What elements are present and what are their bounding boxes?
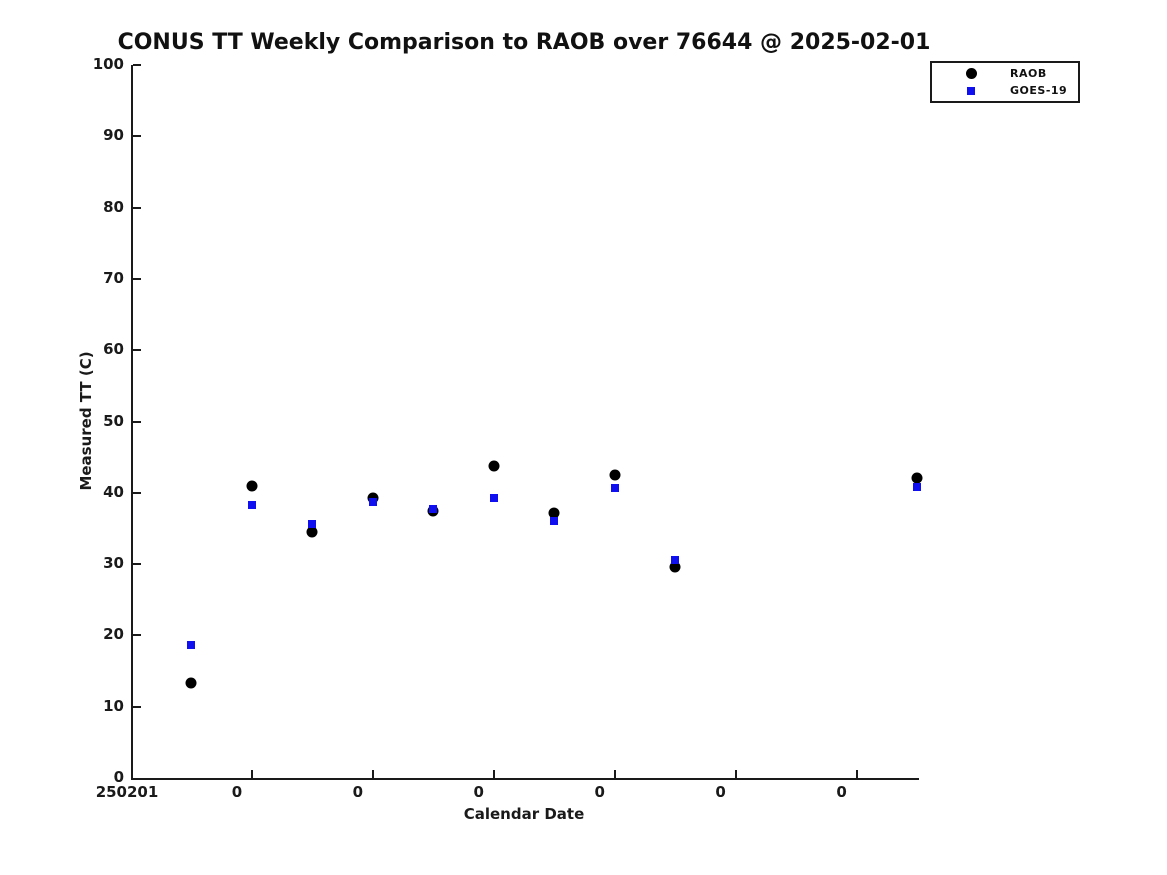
y-tick	[133, 64, 141, 66]
y-tick	[133, 563, 141, 566]
data-point-raob	[246, 480, 258, 492]
y-tick	[133, 277, 141, 280]
y-tick-label: 100	[92, 55, 124, 73]
y-axis-line	[131, 65, 133, 780]
legend-item-goes-19: GOES-19	[932, 84, 1078, 97]
x-tick-label: 0	[715, 783, 726, 801]
y-tick	[133, 206, 141, 209]
y-tick-label: 90	[103, 126, 124, 145]
x-tick	[492, 770, 495, 778]
plot-area	[131, 64, 923, 780]
data-point-goes-19	[247, 500, 256, 509]
data-point-goes-19	[913, 483, 921, 492]
data-point-raob	[548, 507, 560, 519]
data-point-raob	[609, 469, 621, 481]
data-point-raob	[669, 561, 681, 573]
x-tick-label: 0	[231, 783, 243, 801]
y-tick-label: 70	[103, 268, 124, 287]
y-tick-label: 50	[103, 411, 124, 430]
data-point-goes-19	[429, 505, 438, 514]
y-tick	[133, 420, 141, 423]
legend-label-raob: RAOB	[1010, 67, 1047, 80]
y-tick-label: 60	[103, 340, 124, 359]
legend-item-raob: RAOB	[932, 67, 1078, 80]
y-tick-label: 20	[103, 625, 124, 644]
y-tick-label: 10	[103, 696, 124, 715]
y-tick-label: 30	[103, 554, 124, 573]
data-point-raob	[185, 677, 197, 689]
y-tick	[133, 349, 141, 352]
y-tick-label: 80	[103, 197, 124, 216]
y-axis-title: Measured TT (C)	[77, 351, 95, 491]
x-tick-label: 0	[836, 783, 847, 801]
x-tick	[613, 770, 616, 778]
x-tick	[371, 770, 374, 778]
data-point-raob	[911, 472, 923, 484]
y-tick-label: 0	[113, 768, 124, 786]
y-tick	[133, 491, 141, 494]
data-point-goes-19	[308, 520, 317, 529]
x-origin-label: 250201	[95, 783, 159, 801]
x-tick	[855, 770, 858, 778]
data-point-goes-19	[671, 555, 680, 564]
x-tick-label: 0	[352, 783, 364, 801]
data-point-goes-19	[550, 517, 559, 526]
y-tick	[133, 705, 141, 708]
data-point-goes-19	[368, 498, 377, 507]
x-tick	[250, 770, 253, 778]
data-point-raob	[488, 460, 500, 472]
y-tick	[133, 135, 141, 138]
data-point-goes-19	[187, 640, 196, 649]
legend-label-goes-19: GOES-19	[1010, 84, 1068, 97]
data-point-goes-19	[489, 493, 498, 502]
y-tick-label: 40	[103, 482, 124, 501]
legend: RAOB GOES-19	[930, 61, 1080, 103]
data-point-raob	[306, 526, 318, 538]
raob-circle-icon	[965, 68, 977, 79]
goes-19-square-icon	[967, 86, 975, 95]
x-tick	[734, 770, 737, 778]
data-point-goes-19	[610, 483, 619, 492]
x-axis-line	[131, 778, 919, 780]
data-point-raob	[367, 492, 379, 504]
x-axis-title: Calendar Date	[463, 805, 585, 823]
y-tick	[133, 634, 141, 637]
x-tick-label: 0	[594, 783, 605, 801]
x-tick-label: 0	[473, 783, 484, 801]
chart-title: CONUS TT Weekly Comparison to RAOB over …	[117, 30, 931, 55]
